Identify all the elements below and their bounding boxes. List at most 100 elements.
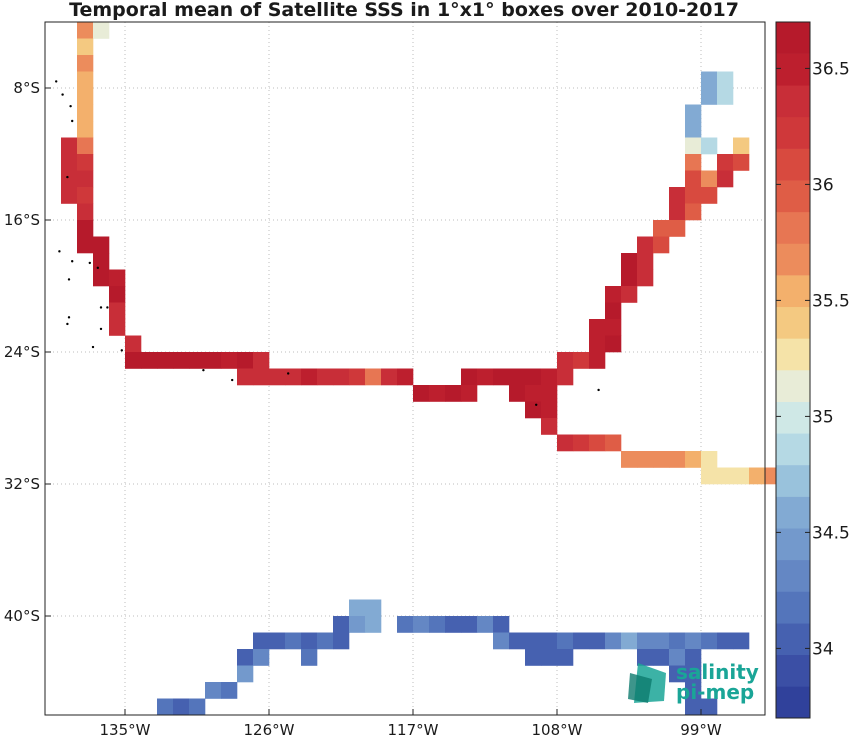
sss-cell (349, 599, 366, 617)
sss-cell (77, 170, 94, 188)
x-axis-ticks: 135°W 126°W 117°W 108°W 99°W (100, 709, 722, 739)
sss-cell (189, 352, 206, 369)
sss-cell (77, 203, 94, 221)
island-dot (69, 104, 72, 108)
sss-cell (253, 352, 270, 369)
colorbar-swatch (776, 338, 810, 371)
sss-cell (461, 616, 478, 633)
sss-cell (509, 632, 526, 650)
sss-cell (205, 352, 222, 369)
x-tick-label: 108°W (532, 721, 583, 739)
sss-cell (301, 632, 318, 650)
sss-cell (557, 434, 574, 452)
sss-cell (541, 401, 558, 419)
sss-cell (173, 698, 190, 716)
island-markers (55, 80, 600, 406)
sss-cell (685, 203, 702, 221)
sss-cell (173, 352, 190, 369)
sss-cell (733, 467, 750, 485)
salinity-pimep-logo: salinity pi-mep (628, 660, 759, 704)
sss-cell (109, 286, 126, 303)
colorbar-swatch (776, 211, 810, 244)
sss-cell (589, 319, 606, 336)
sss-cell (77, 121, 94, 138)
sss-cell (685, 649, 702, 666)
sss-cell (701, 170, 718, 188)
sss-cell (125, 352, 142, 369)
sss-cell (61, 154, 78, 171)
y-axis-ticks: 8°S 16°S 24°S 32°S 40°S (4, 79, 51, 625)
colorbar-swatch (776, 433, 810, 466)
colorbar-swatch (776, 243, 810, 276)
sss-cell (445, 385, 462, 402)
sss-cell (93, 22, 110, 39)
sss-cell (685, 682, 702, 699)
sss-cell (669, 203, 686, 221)
island-dot (96, 266, 100, 270)
sss-cell (701, 88, 718, 105)
sss-cell (157, 352, 174, 369)
sss-cell (221, 682, 238, 699)
island-dot (88, 261, 92, 265)
sss-cell (413, 385, 430, 402)
colorbar-swatch (776, 180, 810, 213)
sss-cell (589, 352, 606, 369)
sss-cell (669, 187, 686, 204)
sss-cell (621, 632, 638, 650)
sss-cell (589, 434, 606, 452)
sss-cell (237, 665, 254, 683)
colorbar-swatch (776, 591, 810, 624)
sss-cell (525, 649, 542, 666)
sss-cell (589, 632, 606, 650)
sss-cell (701, 187, 718, 204)
sss-cell (717, 632, 734, 650)
sss-cell (253, 649, 270, 666)
sss-cell (605, 434, 622, 452)
island-dot (67, 278, 71, 281)
sss-cell (669, 632, 686, 650)
colorbar-swatch (776, 686, 810, 719)
sss-cell (61, 187, 78, 204)
sss-cell (541, 385, 558, 402)
island-dot (597, 388, 600, 392)
sss-cell (621, 286, 638, 303)
colorbar-swatch (776, 654, 810, 687)
sss-cell (637, 632, 654, 650)
colorbar: 34 34.5 35 35.5 36 36.5 (775, 21, 850, 719)
chart-title: Temporal mean of Satellite SSS in 1°x1° … (69, 0, 739, 21)
sss-cell (333, 616, 350, 633)
colorbar-tick-label: 35.5 (812, 291, 850, 311)
sss-cell (717, 71, 734, 89)
colorbar-tick-label: 34.5 (812, 523, 850, 543)
sss-cell (317, 632, 334, 650)
sss-cell (269, 632, 286, 650)
sss-cell (541, 649, 558, 666)
sss-cell (605, 302, 622, 320)
sss-cell (93, 253, 110, 270)
sss-cell (525, 632, 542, 650)
sss-cell (637, 236, 654, 254)
island-dot (67, 316, 71, 319)
sss-cell (77, 236, 94, 254)
colorbar-tick-label: 35 (812, 407, 834, 427)
sss-cell (77, 55, 94, 72)
sss-cell (557, 368, 574, 386)
sss-cell (301, 649, 318, 666)
sss-cell (605, 286, 622, 303)
sss-cell (685, 121, 702, 138)
island-dot (99, 327, 103, 331)
sss-cell (573, 434, 590, 452)
island-dot (99, 306, 103, 309)
sss-cell (77, 71, 94, 89)
sss-cell (669, 220, 686, 237)
sss-cell (397, 368, 414, 386)
sss-cell (685, 698, 702, 716)
sss-cell (701, 71, 718, 89)
sss-cell (157, 698, 174, 716)
island-dot (106, 306, 109, 309)
sss-cell (301, 368, 318, 386)
island-dot (55, 80, 58, 83)
sss-cell (733, 154, 750, 171)
sss-cell (429, 385, 446, 402)
sss-cell (285, 632, 302, 650)
